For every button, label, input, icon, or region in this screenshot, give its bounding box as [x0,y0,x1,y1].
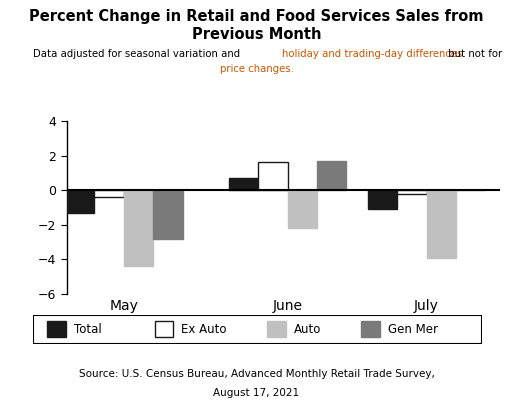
Bar [287,190,317,228]
Bar [229,178,258,190]
Bar [154,322,173,337]
Bar [267,322,286,337]
Text: Previous Month: Previous Month [192,27,321,42]
Text: Total: Total [74,323,102,336]
Text: Data adjusted for seasonal variation and: Data adjusted for seasonal variation and [33,49,244,59]
Text: price changes.: price changes. [220,64,293,74]
Bar [94,190,124,197]
Text: Auto: Auto [293,323,321,336]
Bar [47,322,66,337]
Text: Percent Change in Retail and Food Services Sales from: Percent Change in Retail and Food Servic… [29,9,484,24]
Bar [124,190,153,266]
Text: Gen Mer: Gen Mer [388,323,438,336]
Bar [427,190,456,258]
Bar [368,190,397,209]
Bar [317,161,346,190]
Text: Source: U.S. Census Bureau, Advanced Monthly Retail Trade Survey,: Source: U.S. Census Bureau, Advanced Mon… [78,369,435,379]
Bar [361,322,380,337]
Bar [397,190,427,193]
Text: but not for: but not for [445,49,502,59]
Bar [153,190,183,239]
Text: Ex Auto: Ex Auto [182,323,227,336]
Text: August 17, 2021: August 17, 2021 [213,388,300,398]
Bar [258,163,287,190]
Text: holiday and trading-day differences: holiday and trading-day differences [282,49,462,59]
FancyBboxPatch shape [33,315,482,344]
Bar [65,190,94,213]
